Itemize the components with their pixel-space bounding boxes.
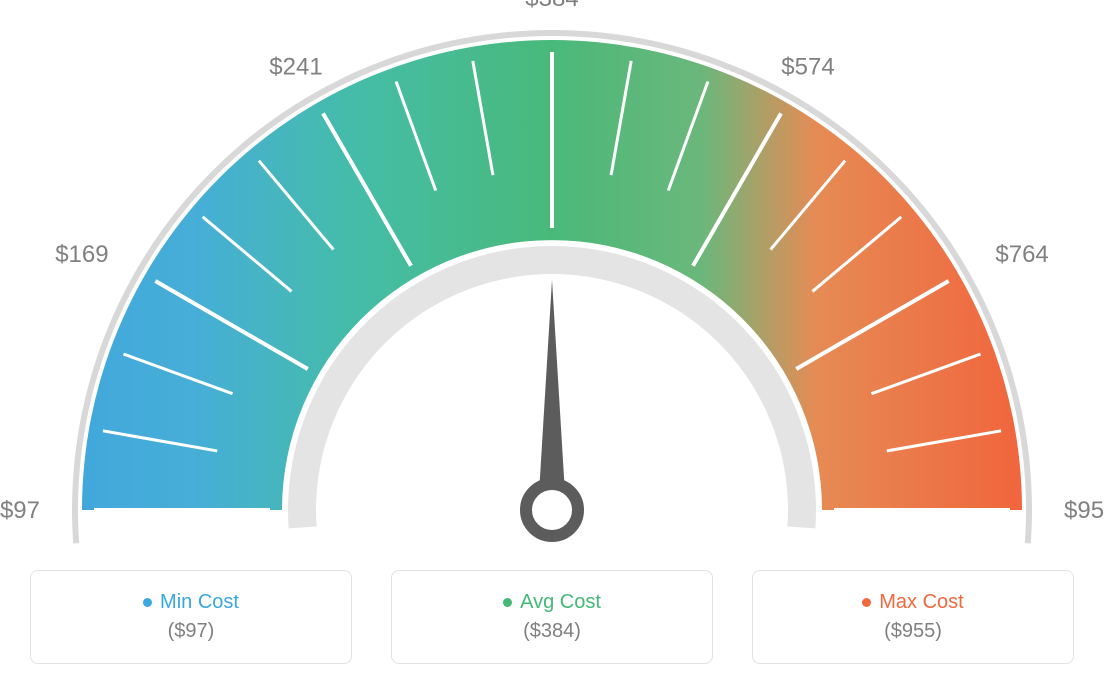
legend-max-value: ($955) [884,620,942,643]
gauge-svg: $97 $169 $241 $384 $574 $764 $955 [0,0,1104,560]
legend-max-label: Max Cost [879,591,963,614]
legend-min-dot [143,598,152,607]
legend-min-label-row: Min Cost [143,591,239,614]
legend-card-max: Max Cost ($955) [752,570,1074,664]
legend-min-value: ($97) [168,620,215,643]
legend-max-label-row: Max Cost [862,591,963,614]
legend-min-label: Min Cost [160,591,239,614]
gauge-tick-label: $574 [781,54,834,81]
gauge-area: $97 $169 $241 $384 $574 $764 $955 [0,0,1104,560]
gauge-tick-label: $764 [995,241,1048,268]
legend-row: Min Cost ($97) Avg Cost ($384) Max Cost … [0,570,1104,690]
legend-avg-value: ($384) [523,620,581,643]
legend-avg-label-row: Avg Cost [503,591,601,614]
legend-card-avg: Avg Cost ($384) [391,570,713,664]
gauge-tick-label: $169 [55,241,108,268]
gauge-needle-hub [526,484,578,536]
gauge-tick-label: $241 [269,54,322,81]
gauge-tick-label: $97 [0,497,40,524]
gauge-tick-label: $384 [525,0,578,12]
legend-card-min: Min Cost ($97) [30,570,352,664]
gauge-chart-container: $97 $169 $241 $384 $574 $764 $955 Min Cost ($9… [0,0,1104,690]
legend-avg-label: Avg Cost [520,591,601,614]
gauge-tick-label: $955 [1064,497,1104,524]
legend-avg-dot [503,598,512,607]
legend-max-dot [862,598,871,607]
